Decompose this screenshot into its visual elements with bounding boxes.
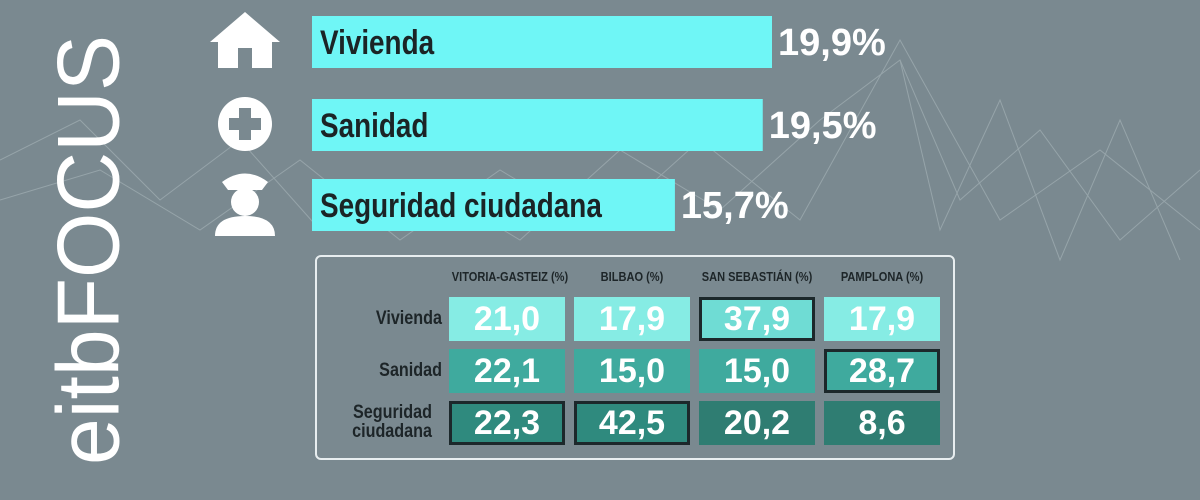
table-cell: 17,9 [824, 297, 940, 341]
bar-category-label: Sanidad [320, 106, 428, 144]
value-label: 19,5% [769, 105, 877, 147]
row-label: Sanidad [379, 360, 442, 381]
data-table: VITORIA-GASTEIZ (%) BILBAO (%) SAN SEBAS… [315, 255, 955, 460]
table-cell: 15,0 [699, 349, 815, 393]
bar-category-label: Vivienda [320, 23, 435, 61]
icon-house [210, 12, 280, 68]
table-cell: 21,0 [449, 297, 565, 341]
table-cell: 42,5 [574, 401, 690, 445]
row-label: Seguridad ciudadana [352, 402, 432, 442]
table-cell: 15,0 [574, 349, 690, 393]
bar [312, 99, 763, 151]
bar [312, 179, 675, 231]
row-label: Vivienda [375, 308, 442, 329]
table-cell: 20,2 [699, 401, 815, 445]
table-cell: 17,9 [574, 297, 690, 341]
table-cell: 37,9 [699, 297, 815, 341]
value-label: 19,9% [778, 22, 886, 64]
column-header: PAMPLONA (%) [840, 269, 924, 284]
bar-category-label: Seguridad ciudadana [320, 186, 602, 224]
brand-logo: eitbFOCUS [38, 35, 137, 465]
value-label: 15,7% [681, 185, 789, 227]
table-cell: 8,6 [824, 401, 940, 445]
column-header: SAN SEBASTIÁN (%) [701, 269, 813, 284]
table-cell: 22,1 [449, 349, 565, 393]
icon-police [215, 173, 275, 236]
column-header: BILBAO (%) [600, 269, 664, 284]
bar [312, 16, 772, 68]
column-header: VITORIA-GASTEIZ (%) [451, 269, 569, 284]
icon-health [218, 97, 272, 151]
table-cell: 22,3 [449, 401, 565, 445]
table-cell: 28,7 [824, 349, 940, 393]
